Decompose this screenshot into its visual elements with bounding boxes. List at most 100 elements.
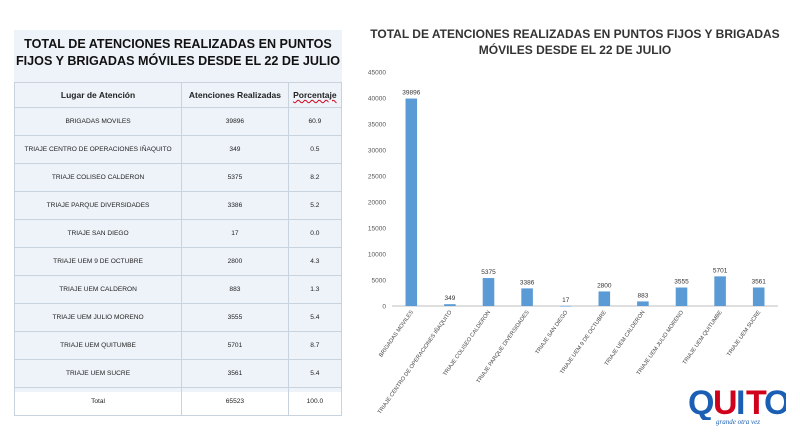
bar — [637, 301, 649, 306]
x-category-label: TRIAJE UEM JULIO MORENO — [636, 309, 686, 376]
quito-logo: Q U I T O grande otra vez — [686, 380, 791, 430]
x-category-label: TRIAJE UEM QUITUMBE — [682, 309, 724, 365]
table-panel: TOTAL DE ATENCIONES REALIZADAS EN PUNTOS… — [13, 30, 343, 416]
y-tick-label: 10000 — [368, 252, 386, 259]
y-tick-label: 30000 — [368, 148, 386, 155]
cell-place: TRIAJE UEM JULIO MORENO — [13, 303, 183, 332]
y-tick-label: 15000 — [368, 226, 386, 233]
svg-text:I: I — [736, 384, 744, 420]
quito-logo-mark: Q U I T O — [688, 384, 791, 422]
y-tick-label: 35000 — [368, 122, 386, 129]
cell-count: 39896 — [181, 107, 289, 136]
y-tick-label: 40000 — [368, 96, 386, 103]
table-row: TRIAJE PARQUE DIVERSIDADES 3386 5.2 — [13, 191, 343, 220]
header-count: Atenciones Realizadas — [181, 82, 289, 108]
svg-text:U: U — [713, 384, 737, 420]
x-category-label: TRIAJE CENTRO DE OPERACIONES IÑAQUITO — [376, 309, 454, 416]
x-category-label: BRIGADAS MOVILES — [378, 309, 415, 358]
cell-count: 3386 — [181, 191, 289, 220]
cell-count: 349 — [181, 135, 289, 164]
bar — [444, 304, 456, 306]
cell-percent: 8.2 — [287, 163, 343, 192]
cell-count: 883 — [181, 275, 289, 304]
bar — [675, 287, 688, 306]
cell-place: TRIAJE UEM 9 DE OCTUBRE — [13, 247, 183, 276]
table-row: TRIAJE CENTRO DE OPERACIONES IÑAQUITO 349… — [13, 135, 343, 164]
svg-text:T: T — [746, 384, 767, 420]
data-label: 5701 — [713, 267, 728, 274]
table-header-row: Lugar de Atención Atenciones Realizadas … — [13, 82, 343, 108]
table-row: TRIAJE UEM CALDERON 883 1.3 — [13, 275, 343, 304]
x-category-label: TRIAJE UEM SUCRE — [726, 309, 762, 357]
table-row: TRIAJE UEM QUITUMBE 5701 8.7 — [13, 331, 343, 360]
data-label: 39896 — [402, 90, 420, 97]
table-row: TRIAJE UEM SUCRE 3561 5.4 — [13, 359, 343, 388]
table-row: TRIAJE COLISEO CALDERON 5375 8.2 — [13, 163, 343, 192]
cell-count: 17 — [181, 219, 289, 248]
chart-title: TOTAL DE ATENCIONES REALIZADAS EN PUNTOS… — [370, 27, 780, 57]
bar — [752, 287, 765, 306]
table-row: TRIAJE UEM 9 DE OCTUBRE 2800 4.3 — [13, 247, 343, 276]
y-tick-label: 5000 — [372, 278, 387, 285]
table-title: TOTAL DE ATENCIONES REALIZADAS EN PUNTOS… — [15, 37, 341, 68]
table-row: TRIAJE SAN DIEGO 17 0.0 — [13, 219, 343, 248]
x-category-label: TRIAJE UEM 9 DE OCTUBRE — [559, 309, 608, 375]
cell-count: 3561 — [181, 359, 289, 388]
data-label: 5375 — [481, 269, 496, 276]
cell-place: TRIAJE PARQUE DIVERSIDADES — [13, 191, 183, 220]
svg-text:Q: Q — [688, 384, 714, 420]
chart-plot: 0 5000 10000 15000 20000 25000 30000 35000 40000… — [368, 70, 778, 416]
bar — [559, 305, 572, 307]
cell-count: 5701 — [181, 331, 289, 360]
cell-place: TRIAJE CENTRO DE OPERACIONES IÑAQUITO — [13, 135, 183, 164]
data-label: 3386 — [520, 279, 535, 286]
data-label: 3555 — [674, 279, 689, 286]
cell-place: TRIAJE UEM QUITUMBE — [13, 331, 183, 360]
cell-count: 3555 — [181, 303, 289, 332]
data-label: 17 — [562, 297, 570, 304]
cell-percent: 0.5 — [287, 135, 343, 164]
x-category-label: TRIAJE SAN DIEGO — [535, 309, 570, 355]
attention-table: Lugar de Atención Atenciones Realizadas … — [13, 82, 343, 416]
y-tick-label: 25000 — [368, 174, 386, 181]
data-label: 883 — [637, 292, 648, 299]
cell-percent: 1.3 — [287, 275, 343, 304]
cell-place: BRIGADAS MOVILES — [13, 107, 183, 136]
svg-text:O: O — [764, 384, 786, 420]
data-label: 3561 — [751, 278, 766, 285]
data-label: 2800 — [597, 282, 612, 289]
cell-percent: 4.3 — [287, 247, 343, 276]
cell-count: 65523 — [181, 387, 289, 416]
chart: TOTAL DE ATENCIONES REALIZADAS EN PUNTOS… — [360, 22, 790, 422]
quito-tagline: grande otra vez — [716, 418, 760, 426]
header-percent: Porcentaje — [287, 82, 343, 108]
cell-percent: 8.7 — [287, 331, 343, 360]
data-label: 349 — [444, 295, 455, 302]
cell-place: Total — [13, 387, 183, 416]
header-percent-label: Porcentaje — [293, 90, 337, 100]
cell-place: TRIAJE COLISEO CALDERON — [13, 163, 183, 192]
table-body: BRIGADAS MOVILES 39896 60.9 TRIAJE CENTRO D… — [13, 107, 343, 416]
cell-place: TRIAJE UEM SUCRE — [13, 359, 183, 388]
bar — [521, 288, 533, 306]
cell-percent: 5.4 — [287, 359, 343, 388]
cell-count: 5375 — [181, 163, 289, 192]
cell-place: TRIAJE SAN DIEGO — [13, 219, 183, 248]
cell-place: TRIAJE UEM CALDERON — [13, 275, 183, 304]
y-tick-label: 20000 — [368, 200, 386, 207]
cell-percent: 5.4 — [287, 303, 343, 332]
cell-count: 2800 — [181, 247, 289, 276]
cell-percent: 60.9 — [287, 107, 343, 136]
cell-percent: 0.0 — [287, 219, 343, 248]
table-row: TRIAJE UEM JULIO MORENO 3555 5.4 — [13, 303, 343, 332]
x-category-label: TRIAJE UEM CALDERON — [604, 310, 647, 367]
cell-percent: 100.0 — [287, 387, 343, 416]
table-row: BRIGADAS MOVILES 39896 60.9 — [13, 107, 343, 136]
bar — [598, 291, 611, 306]
bar — [405, 98, 418, 306]
y-tick-label: 45000 — [368, 70, 386, 77]
bar — [482, 278, 495, 306]
bar — [714, 276, 726, 306]
cell-percent: 5.2 — [287, 191, 343, 220]
table-row: Total 65523 100.0 — [13, 387, 343, 416]
